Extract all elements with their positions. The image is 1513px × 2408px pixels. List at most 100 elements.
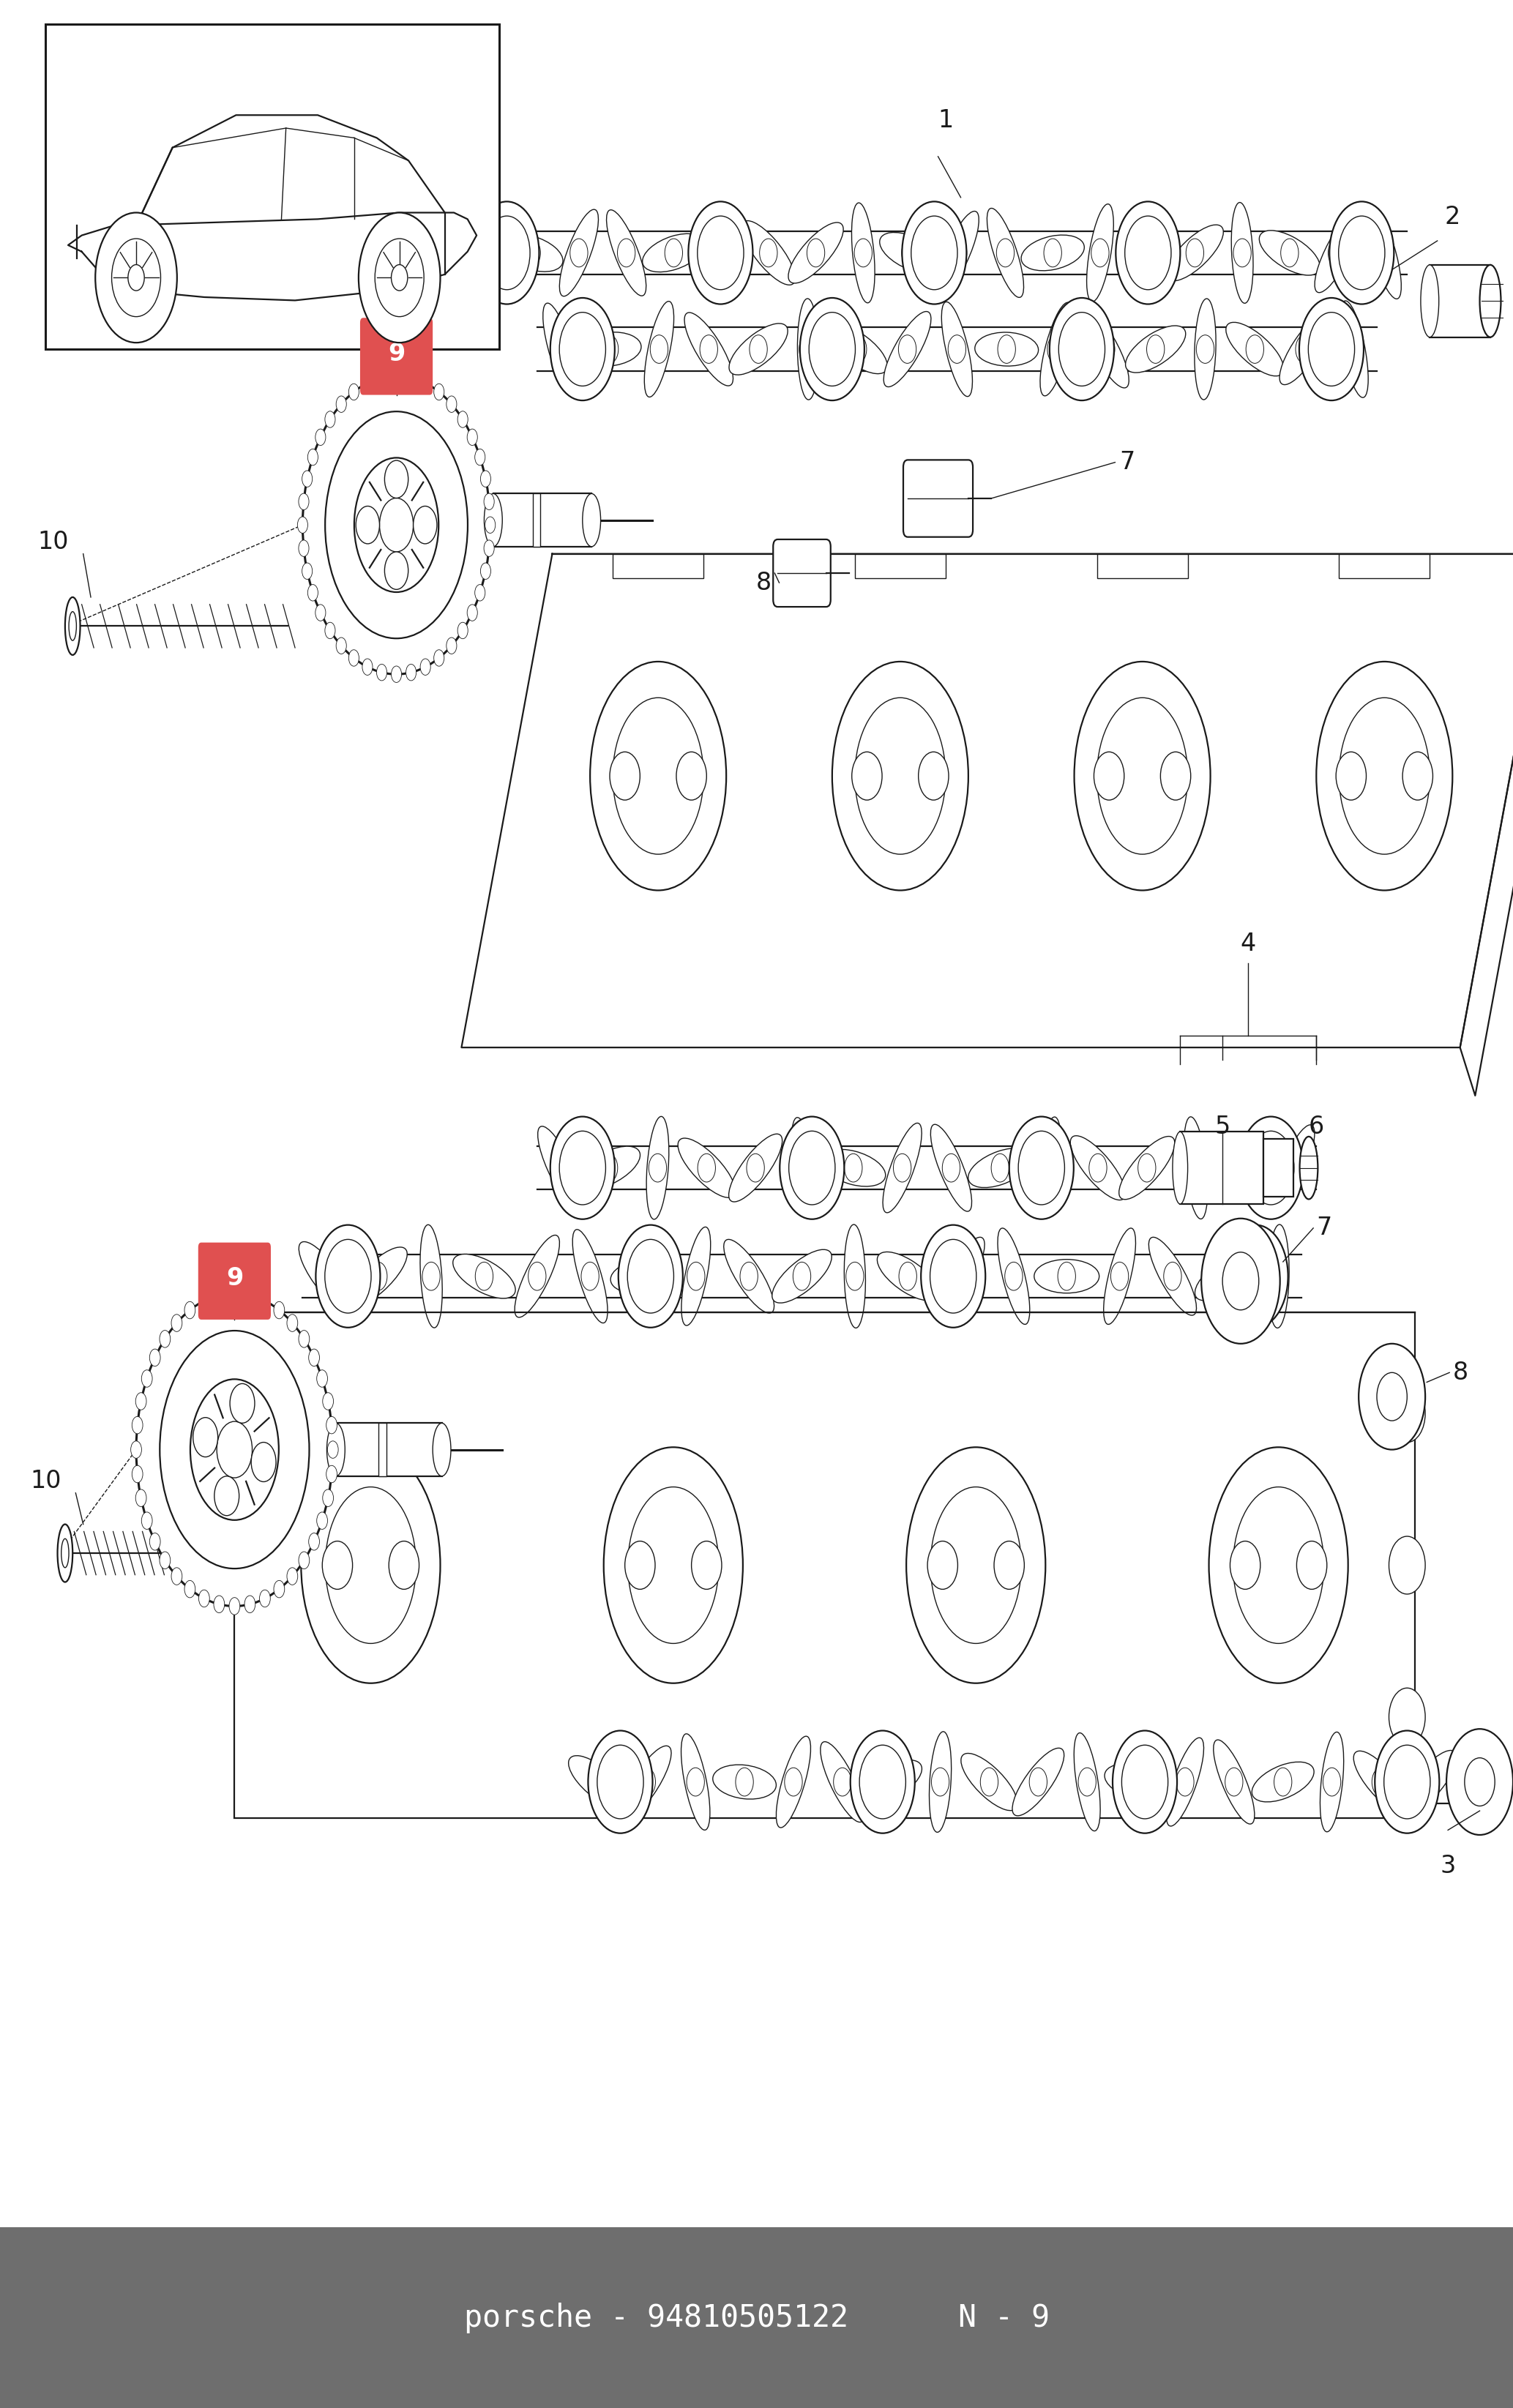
Circle shape — [434, 383, 445, 400]
Ellipse shape — [930, 1486, 1021, 1642]
Ellipse shape — [1083, 311, 1129, 388]
Circle shape — [322, 1392, 333, 1409]
Ellipse shape — [741, 222, 796, 284]
Circle shape — [1389, 1385, 1425, 1442]
Circle shape — [943, 1153, 961, 1182]
Circle shape — [245, 1286, 256, 1303]
Circle shape — [1094, 751, 1124, 799]
Circle shape — [1201, 1218, 1280, 1344]
Circle shape — [260, 1293, 271, 1310]
Circle shape — [746, 1153, 764, 1182]
Circle shape — [1097, 335, 1115, 364]
Ellipse shape — [684, 313, 734, 385]
Circle shape — [1044, 238, 1062, 267]
Circle shape — [1339, 217, 1384, 289]
Ellipse shape — [941, 301, 973, 397]
Circle shape — [1047, 335, 1065, 364]
Circle shape — [713, 238, 729, 267]
Circle shape — [251, 1442, 275, 1481]
Circle shape — [213, 1597, 224, 1613]
Circle shape — [377, 665, 387, 681]
Ellipse shape — [1126, 325, 1186, 373]
Ellipse shape — [628, 1486, 719, 1642]
Ellipse shape — [607, 209, 646, 296]
Circle shape — [793, 1262, 811, 1291]
Circle shape — [468, 429, 478, 445]
Circle shape — [298, 494, 309, 510]
Circle shape — [882, 1767, 900, 1796]
Ellipse shape — [930, 1125, 971, 1211]
Circle shape — [316, 1262, 334, 1291]
Ellipse shape — [681, 1228, 711, 1324]
Circle shape — [1389, 1536, 1425, 1594]
Circle shape — [348, 650, 359, 667]
Circle shape — [551, 335, 569, 364]
Ellipse shape — [1104, 1763, 1168, 1801]
Circle shape — [307, 448, 318, 465]
Circle shape — [298, 539, 309, 556]
Circle shape — [628, 1240, 673, 1312]
Circle shape — [846, 1262, 864, 1291]
Circle shape — [446, 638, 457, 655]
Circle shape — [1176, 1767, 1194, 1796]
Circle shape — [809, 313, 855, 385]
Circle shape — [581, 1262, 599, 1291]
Circle shape — [844, 1153, 862, 1182]
Ellipse shape — [433, 1423, 451, 1476]
Ellipse shape — [421, 1226, 442, 1327]
Circle shape — [316, 1226, 380, 1327]
Circle shape — [589, 1731, 652, 1832]
Circle shape — [911, 217, 958, 289]
Circle shape — [142, 1370, 153, 1387]
Ellipse shape — [57, 1524, 73, 1582]
Text: 8: 8 — [756, 571, 772, 595]
Text: 7: 7 — [1120, 450, 1135, 474]
Circle shape — [336, 638, 346, 655]
Ellipse shape — [1341, 301, 1368, 397]
Circle shape — [806, 238, 825, 267]
Ellipse shape — [879, 234, 941, 272]
Circle shape — [1139, 238, 1156, 267]
Ellipse shape — [1074, 1734, 1100, 1830]
Circle shape — [1058, 1262, 1076, 1291]
Ellipse shape — [484, 494, 502, 547]
Circle shape — [932, 1767, 949, 1796]
Circle shape — [1009, 1117, 1074, 1218]
Bar — [378, 1423, 387, 1476]
Circle shape — [1377, 1373, 1407, 1421]
Circle shape — [132, 1466, 142, 1483]
Ellipse shape — [828, 325, 888, 373]
Ellipse shape — [1226, 323, 1283, 376]
Circle shape — [676, 751, 707, 799]
Ellipse shape — [882, 1122, 921, 1214]
Ellipse shape — [797, 299, 819, 400]
Ellipse shape — [1035, 1259, 1098, 1293]
Circle shape — [307, 585, 318, 602]
Ellipse shape — [681, 1734, 710, 1830]
Circle shape — [1138, 1153, 1156, 1182]
Ellipse shape — [604, 1447, 743, 1683]
Ellipse shape — [852, 202, 875, 303]
Ellipse shape — [583, 494, 601, 547]
Circle shape — [560, 313, 605, 385]
Circle shape — [610, 751, 640, 799]
FancyBboxPatch shape — [773, 539, 831, 607]
Circle shape — [601, 335, 619, 364]
Ellipse shape — [1103, 1228, 1136, 1324]
Ellipse shape — [729, 1134, 782, 1202]
Circle shape — [1050, 299, 1114, 400]
Circle shape — [1446, 1729, 1513, 1835]
Ellipse shape — [611, 1259, 675, 1293]
Circle shape — [598, 1746, 643, 1818]
Circle shape — [651, 335, 669, 364]
Ellipse shape — [1021, 236, 1085, 270]
Circle shape — [1039, 1153, 1058, 1182]
Circle shape — [230, 1385, 254, 1423]
Ellipse shape — [1209, 1447, 1348, 1683]
Circle shape — [377, 368, 387, 385]
Circle shape — [687, 1767, 705, 1796]
Text: 1: 1 — [938, 108, 953, 132]
Circle shape — [899, 335, 917, 364]
Circle shape — [348, 383, 359, 400]
Circle shape — [129, 265, 144, 291]
